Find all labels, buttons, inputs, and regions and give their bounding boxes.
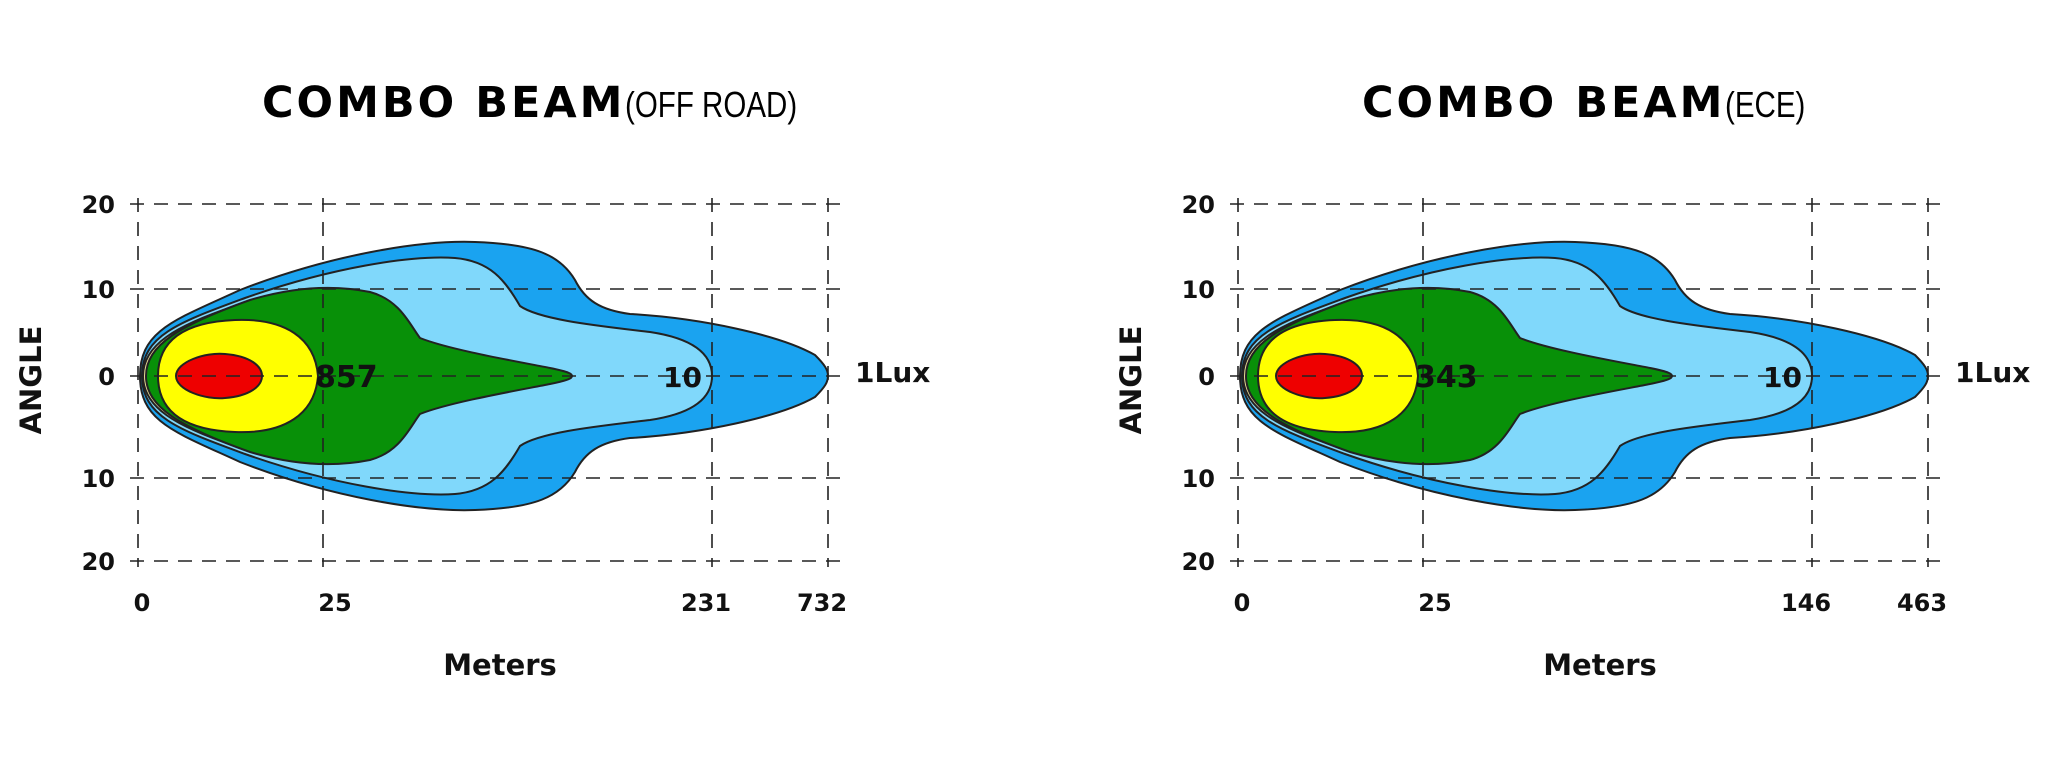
y-tick-label: 20 <box>82 548 115 576</box>
chart-title-sub: (OFF ROAD) <box>625 84 798 125</box>
y-axis-label: ANGLE <box>1114 326 1148 435</box>
beam-chart-off-road: COMBO BEAM(OFF ROAD) 20 10 0 10 20 0 25 231 732 M… <box>14 78 930 682</box>
x-tick-label: 231 <box>681 589 731 617</box>
x-tick-label: 146 <box>1781 589 1831 617</box>
chart-title-main: COMBO BEAM <box>1362 78 1726 128</box>
chart-title: COMBO BEAM(OFF ROAD) <box>262 78 835 128</box>
y-tick-label: 20 <box>1182 548 1215 576</box>
y-tick-label: 20 <box>82 191 115 219</box>
x-tick-label: 732 <box>797 589 847 617</box>
x-axis-label: Meters <box>1543 648 1657 682</box>
y-tick-label: 0 <box>98 363 115 391</box>
contour-label: 10 <box>1763 361 1802 394</box>
x-tick-label: 0 <box>1234 589 1251 617</box>
contour-label: 857 <box>315 360 378 395</box>
beam-chart-ece: COMBO BEAM(ECE) 20 10 0 10 20 0 25 146 463 Meters… <box>1100 0 2048 768</box>
x-tick-label: 25 <box>318 589 351 617</box>
chart-title-main: COMBO BEAM <box>262 78 626 128</box>
contour-label: 343 <box>1415 360 1478 395</box>
x-tick-label: 463 <box>1897 589 1947 617</box>
y-axis-label: ANGLE <box>14 326 48 435</box>
y-tick-label: 20 <box>1182 191 1215 219</box>
chart-title: COMBO BEAM(ECE) <box>1362 78 1823 128</box>
y-tick-label: 10 <box>82 465 115 493</box>
contour-label: 10 <box>663 361 702 394</box>
y-tick-label: 10 <box>1182 465 1215 493</box>
y-tick-label: 0 <box>1198 363 1215 391</box>
contour-label: 1Lux <box>855 356 930 389</box>
y-tick-label: 10 <box>1182 276 1215 304</box>
x-tick-label: 25 <box>1418 589 1451 617</box>
contour-label: 1Lux <box>1955 356 2030 389</box>
chart-title-sub: (ECE) <box>1725 84 1806 125</box>
beam-plot: 20 10 0 10 20 0 25 231 732 Meters ANGLE 857 10 1Lux <box>14 191 930 682</box>
x-axis-label: Meters <box>443 648 557 682</box>
y-tick-label: 10 <box>82 276 115 304</box>
beam-plot: 20 10 0 10 20 0 25 146 463 Meters ANGLE 343 10 1Lux <box>1114 191 2030 682</box>
x-tick-label: 0 <box>134 589 151 617</box>
